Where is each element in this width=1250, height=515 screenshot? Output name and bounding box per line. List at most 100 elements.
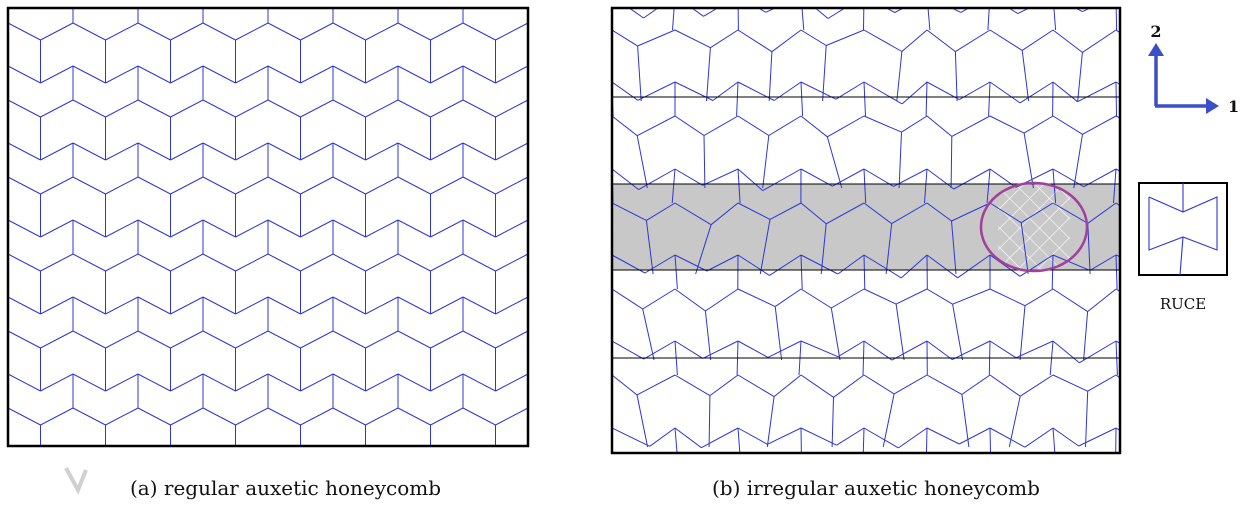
cell-wall xyxy=(1017,8,1031,15)
cell-wall xyxy=(8,219,41,238)
cell-wall xyxy=(1082,8,1092,13)
cell-rib xyxy=(704,310,712,361)
cell-wall xyxy=(72,99,106,118)
cell-wall xyxy=(430,330,464,349)
cell-wall xyxy=(612,340,644,360)
cell-wall xyxy=(768,115,802,136)
cell-wall xyxy=(952,340,991,361)
cell-wall xyxy=(773,81,802,101)
cell-rib xyxy=(898,132,902,189)
cell-wall xyxy=(674,427,678,453)
cell-wall xyxy=(8,65,41,84)
cell-wall xyxy=(495,407,528,426)
cell-wall xyxy=(40,176,74,195)
cell-wall xyxy=(612,289,613,290)
cell-wall xyxy=(582,462,612,478)
cell-wall xyxy=(105,253,139,272)
cell-wall xyxy=(462,99,496,118)
cell-wall xyxy=(549,462,582,478)
panel-b-frame xyxy=(610,6,1122,455)
cell-wall xyxy=(8,407,41,426)
cell-wall xyxy=(72,407,106,426)
cell-wall xyxy=(8,253,41,272)
cell-wall xyxy=(41,0,74,6)
cell-wall xyxy=(612,427,650,447)
cell-wall xyxy=(989,374,1021,397)
cell-wall xyxy=(332,142,366,161)
cell-wall xyxy=(1154,255,1179,271)
cell-wall xyxy=(800,202,827,225)
cell-wall xyxy=(1052,340,1080,364)
cell-wall xyxy=(1089,254,1117,271)
cell-wall xyxy=(674,254,708,272)
cell-rib xyxy=(830,307,841,361)
cell-wall xyxy=(549,375,581,396)
cell-wall xyxy=(959,427,991,445)
cell-rib xyxy=(961,394,970,448)
cell-wall xyxy=(1115,254,1118,290)
cell-wall xyxy=(1015,340,1054,359)
cell-wall xyxy=(365,373,399,392)
cell-wall xyxy=(106,0,139,6)
cell-wall xyxy=(646,202,676,221)
irregular-honeycomb-panel xyxy=(548,0,1179,489)
cell-rib xyxy=(1145,51,1147,101)
cell-wall xyxy=(495,176,528,195)
cell-wall xyxy=(671,168,676,204)
cell-wall xyxy=(800,288,832,309)
panel-a-frame xyxy=(6,6,530,448)
cell-wall xyxy=(863,427,899,449)
cell-wall xyxy=(767,427,802,445)
cell-wall xyxy=(548,0,550,30)
cell-wall xyxy=(170,22,204,41)
cell-wall xyxy=(612,462,648,482)
cell-wall xyxy=(836,427,865,446)
cell-wall xyxy=(672,8,675,31)
cell-rib xyxy=(636,482,648,489)
cell-wall xyxy=(612,203,613,204)
cell-rib xyxy=(826,136,843,189)
cell-wall xyxy=(397,373,431,392)
cell-wall xyxy=(8,22,41,41)
cell-rib xyxy=(896,51,903,102)
cell-wall xyxy=(332,22,366,41)
axis-2-label: 2 xyxy=(1150,22,1161,41)
cell-wall xyxy=(548,255,549,289)
cell-wall xyxy=(397,253,431,272)
cell-wall xyxy=(561,297,594,314)
cell-wall xyxy=(170,142,204,161)
cell-rib xyxy=(954,51,958,102)
cell-wall xyxy=(863,254,866,290)
cell-wall xyxy=(863,340,893,361)
caption-irregular-honeycomb: (b) irregular auxetic honeycomb xyxy=(712,476,1040,500)
cell-wall xyxy=(462,253,496,272)
cell-wall xyxy=(561,0,594,6)
cell-wall xyxy=(495,219,528,238)
cell-wall xyxy=(989,202,1022,224)
cell-wall xyxy=(800,340,839,358)
cell-wall xyxy=(40,99,74,118)
cell-wall xyxy=(527,66,528,67)
cell-wall xyxy=(495,142,528,161)
cell-rib xyxy=(1137,478,1147,489)
cell-wall xyxy=(332,219,366,238)
cell-wall xyxy=(1145,375,1179,396)
cell-wall xyxy=(773,374,802,397)
cell-wall xyxy=(72,142,106,161)
cell-wall xyxy=(495,99,528,118)
cell-wall xyxy=(737,29,773,53)
cell-wall xyxy=(170,373,204,392)
cell-wall xyxy=(674,168,703,186)
cell-wall xyxy=(674,427,702,449)
cell-wall xyxy=(72,65,106,84)
cell-rib xyxy=(1008,396,1021,448)
cell-wall xyxy=(737,427,741,453)
cell-wall xyxy=(0,0,8,6)
cell-wall xyxy=(737,288,776,308)
cell-wall xyxy=(1051,254,1054,290)
cell-wall xyxy=(561,100,594,117)
cell-wall xyxy=(1080,462,1117,482)
cell-wall xyxy=(580,0,612,12)
cell-wall xyxy=(924,168,928,204)
cell-wall xyxy=(300,253,334,272)
